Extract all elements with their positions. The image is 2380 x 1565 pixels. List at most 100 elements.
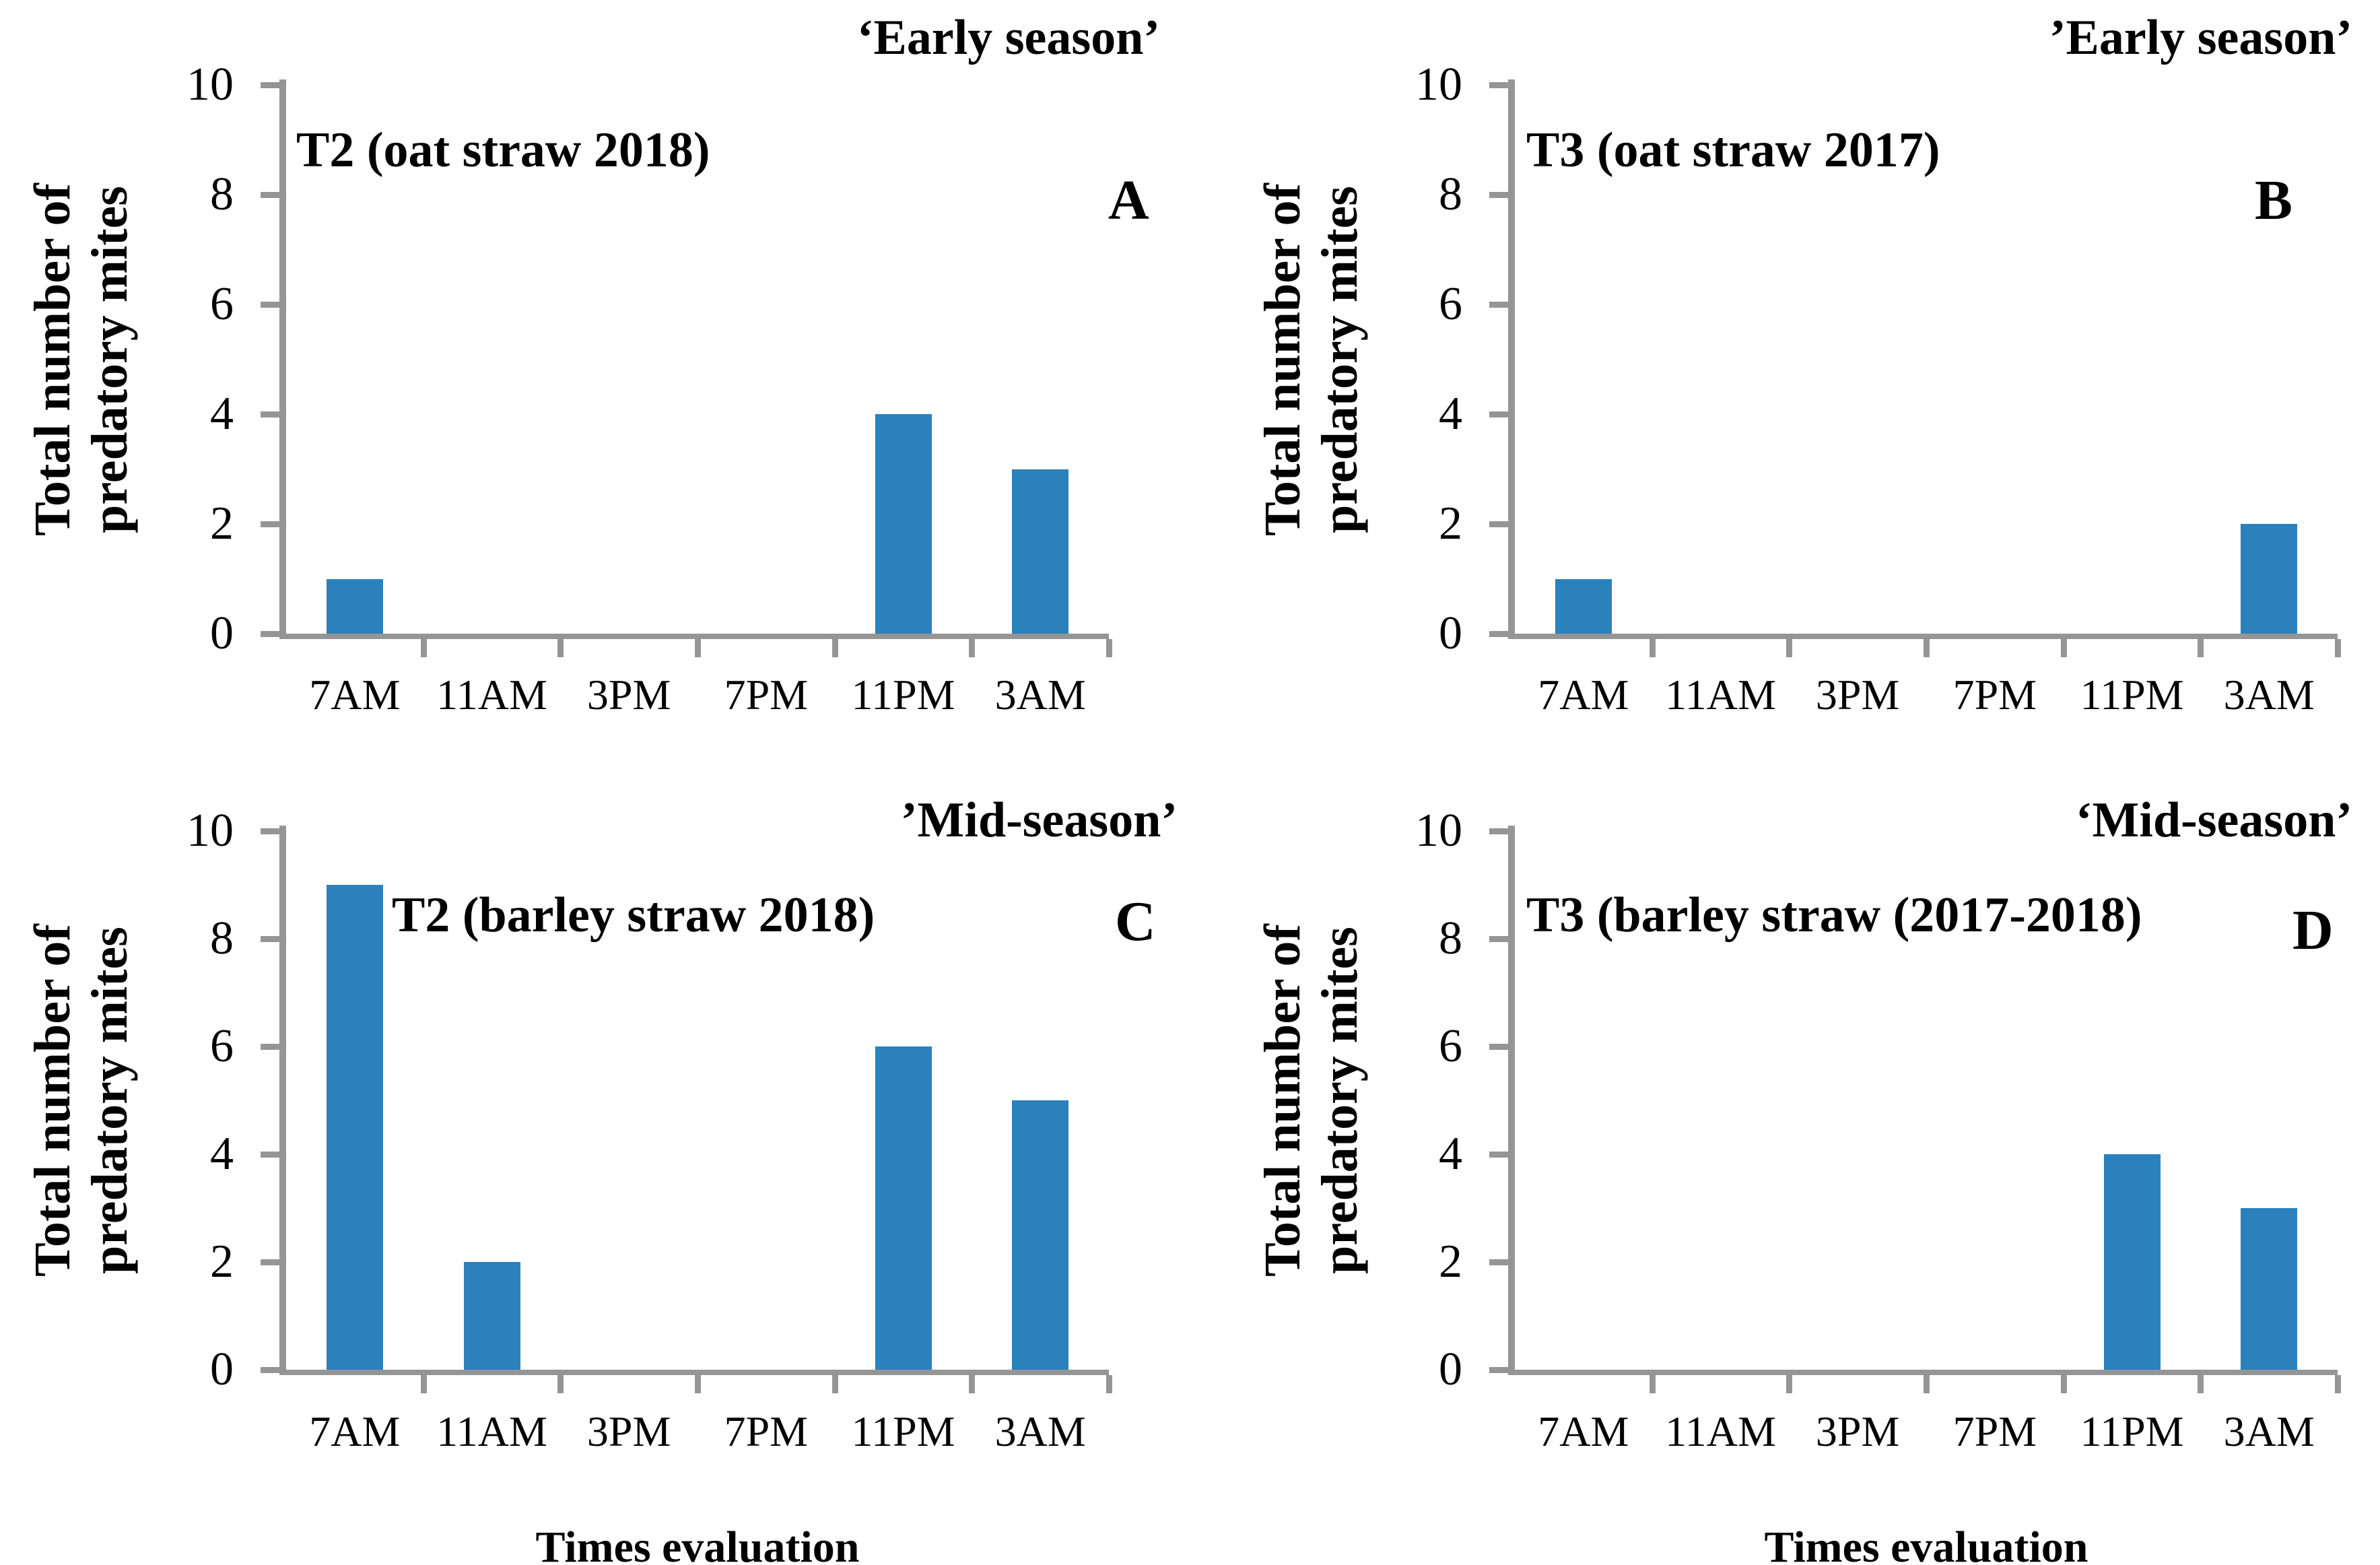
bar-11pm: [2103, 1154, 2161, 1370]
x-tick-label: 7PM: [1952, 671, 2037, 719]
plot-area-a: 0 2 4 6 8 10 7AM 11AM 3PM 7PM 11PM 3AM: [0, 0, 1190, 782]
season-label-d: ‘Mid-season’: [2075, 793, 2352, 848]
x-tick-mark: [969, 639, 976, 657]
x-axis-line: [279, 1370, 1109, 1375]
panel-letter-b: B: [2255, 169, 2293, 232]
panel-b: ’Early season’ Total number of predatory…: [1190, 0, 2379, 782]
x-tick-mark: [557, 639, 564, 657]
x-tick-mark: [831, 1375, 838, 1393]
y-tick-label: 2: [210, 1236, 234, 1288]
y-tick-label: 0: [1439, 1343, 1462, 1395]
x-tick-label: 3AM: [994, 1407, 1086, 1455]
x-tick-label: 3PM: [1815, 1407, 1900, 1455]
x-tick-label: 3PM: [1815, 671, 1900, 719]
y-tick-label: 6: [1439, 1020, 1462, 1072]
x-tick-mark: [1106, 639, 1112, 657]
y-tick-label: 2: [210, 498, 234, 550]
y-tick-mark: [261, 82, 279, 88]
x-tick-label: 11AM: [1665, 1407, 1776, 1455]
x-tick-label: 7PM: [724, 1407, 809, 1455]
y-tick-mark: [1489, 411, 1508, 418]
x-tick-mark: [831, 639, 838, 657]
x-tick-mark: [420, 639, 427, 657]
y-tick-mark: [261, 411, 279, 418]
y-tick-mark: [261, 192, 279, 198]
x-tick-label: 3PM: [586, 671, 671, 719]
y-tick-label: 8: [210, 912, 234, 964]
x-tick-label: 11AM: [436, 1407, 547, 1455]
x-tick-mark: [2198, 1375, 2204, 1393]
season-label-c: ’Mid-season’: [900, 793, 1178, 848]
x-tick-mark: [557, 1375, 564, 1393]
bar-3am: [2241, 1208, 2298, 1370]
x-tick-mark: [2060, 639, 2067, 657]
y-tick-mark: [1489, 1152, 1508, 1158]
bar-11am: [463, 1262, 520, 1370]
y-tick-label: 10: [1415, 59, 1462, 110]
x-tick-mark: [695, 639, 701, 657]
y-tick-label: 4: [210, 1128, 234, 1180]
y-tick-mark: [1489, 1367, 1508, 1373]
x-tick-mark: [2198, 639, 2204, 657]
panel-title-a: T2 (oat straw 2018): [296, 123, 710, 178]
season-label-b: ’Early season’: [2049, 10, 2352, 65]
bar-3am: [1012, 469, 1069, 634]
y-tick-mark: [1489, 828, 1508, 834]
y-tick-label: 8: [210, 168, 234, 220]
x-tick-label: 7AM: [309, 1407, 401, 1455]
y-tick-label: 0: [210, 607, 234, 659]
y-tick-mark: [261, 828, 279, 834]
y-tick-label: 10: [1415, 805, 1462, 857]
season-label-a: ‘Early season’: [856, 10, 1160, 65]
x-tick-label: 3AM: [994, 671, 1086, 719]
y-tick-label: 6: [210, 1020, 234, 1072]
y-tick-mark: [1489, 302, 1508, 308]
plot-area-c: 0 2 4 6 8 10 7AM 11AM 3PM 7PM 11PM 3AM: [0, 782, 1190, 1565]
y-tick-mark: [261, 521, 279, 527]
y-tick-mark: [261, 1259, 279, 1265]
x-axis-label-c: Times evaluation: [535, 1523, 860, 1565]
panel-d: ‘Mid-season’ Total number of predatory m…: [1190, 782, 2379, 1565]
x-tick-mark: [2335, 639, 2341, 657]
x-tick-mark: [969, 1375, 976, 1393]
panel-letter-d: D: [2292, 899, 2334, 962]
x-tick-label: 7AM: [309, 671, 401, 719]
panel-title-c: T2 (barley straw 2018): [392, 888, 875, 943]
y-tick-label: 0: [210, 1343, 234, 1395]
x-tick-label: 11AM: [1665, 671, 1776, 719]
x-tick-mark: [1649, 639, 1656, 657]
plot-area-d: 0 2 4 6 8 10 7AM 11AM 3PM 7PM 11PM 3AM: [1190, 782, 2379, 1565]
x-tick-mark: [695, 1375, 701, 1393]
panel-title-b: T3 (oat straw 2017): [1526, 123, 1940, 178]
x-tick-label: 3AM: [2223, 1407, 2315, 1455]
y-tick-label: 10: [186, 59, 234, 110]
x-tick-label: 7AM: [1538, 1407, 1629, 1455]
x-tick-label: 11PM: [851, 1407, 955, 1455]
x-tick-mark: [2335, 1375, 2341, 1393]
x-tick-label: 7AM: [1538, 671, 1629, 719]
y-tick-label: 0: [1439, 607, 1462, 659]
bar-11pm: [875, 414, 932, 634]
x-tick-mark: [2060, 1375, 2067, 1393]
y-axis-line: [1508, 79, 1515, 639]
x-tick-label: 3AM: [2223, 671, 2315, 719]
x-tick-mark: [1786, 639, 1793, 657]
x-axis-line: [1508, 1370, 2338, 1375]
y-tick-mark: [261, 1044, 279, 1050]
bar-11pm: [875, 1046, 932, 1370]
x-tick-label: 11PM: [2080, 1407, 2184, 1455]
y-tick-mark: [261, 631, 279, 637]
panel-a: ‘Early season’ Total number of predatory…: [0, 0, 1190, 782]
y-tick-label: 6: [210, 278, 234, 330]
y-tick-mark: [1489, 631, 1508, 637]
x-tick-mark: [1924, 639, 1930, 657]
y-tick-mark: [261, 1152, 279, 1158]
y-tick-mark: [261, 936, 279, 942]
y-axis-line: [1508, 826, 1515, 1375]
x-tick-mark: [1649, 1375, 1656, 1393]
y-tick-label: 6: [1439, 278, 1462, 330]
y-tick-label: 4: [210, 388, 234, 440]
x-tick-mark: [1786, 1375, 1793, 1393]
bar-3am: [2241, 524, 2298, 634]
